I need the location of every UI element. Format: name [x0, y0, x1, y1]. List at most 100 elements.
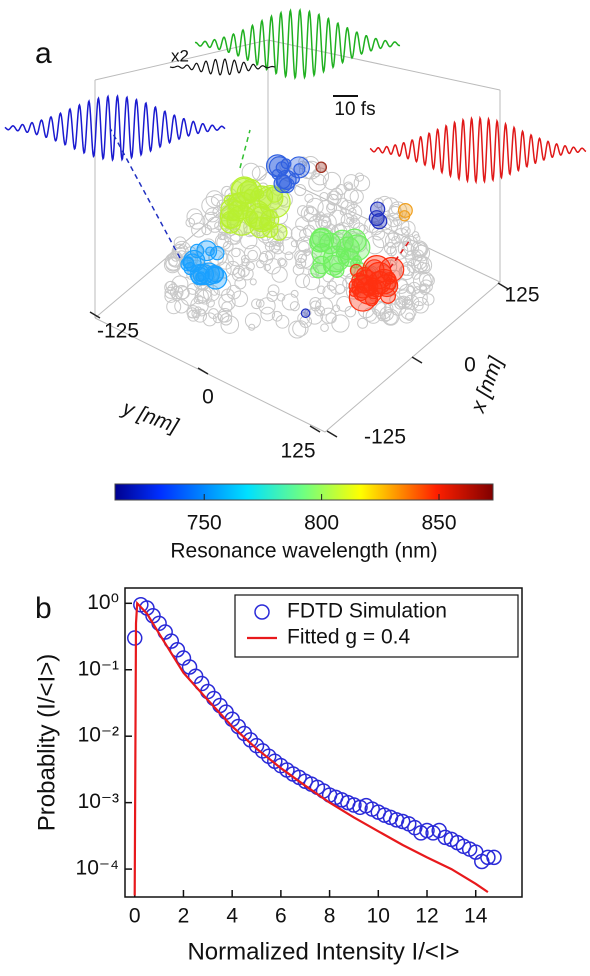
particle [251, 165, 267, 181]
y-tick-label: 10⁻¹ [78, 657, 119, 680]
x-tick-label: 12 [415, 905, 438, 928]
particle [325, 312, 337, 324]
particle [294, 184, 307, 197]
particle [284, 251, 294, 261]
y-tick-label: 0 [202, 386, 214, 409]
particle [290, 225, 307, 242]
particle [387, 206, 403, 222]
hot-spot [250, 185, 274, 209]
data-point [480, 849, 496, 866]
particle [240, 231, 258, 250]
particle [393, 227, 410, 244]
particle [326, 190, 342, 206]
particle [377, 312, 387, 322]
particle [186, 208, 203, 225]
hot-spot [204, 266, 228, 290]
legend-label: FDTD Simulation [287, 600, 447, 623]
particle [295, 273, 311, 289]
particle [320, 219, 329, 227]
x-tick-label: 4 [226, 905, 238, 928]
particle [258, 252, 269, 263]
particle [176, 286, 190, 300]
particle [271, 310, 283, 322]
particle [194, 284, 212, 302]
legend-marker [254, 604, 270, 620]
particle [339, 208, 347, 216]
particle [306, 307, 324, 325]
particle [401, 298, 413, 310]
particle [294, 249, 308, 264]
data-point [242, 732, 259, 748]
colorbar-tick-label: 750 [187, 512, 222, 535]
hot-spot [315, 161, 328, 174]
data-point [193, 675, 210, 692]
x-axis-title: Normalized Intensity I/<I> [187, 938, 459, 965]
particle [201, 224, 213, 236]
particle [227, 247, 246, 267]
colorbar-label: Resonance wavelength (nm) [170, 540, 437, 563]
particle [202, 312, 217, 327]
particle [405, 312, 414, 321]
x-tick-label: 6 [275, 905, 287, 928]
particle [312, 213, 322, 223]
particle [382, 308, 400, 326]
particle [249, 278, 257, 286]
hot-spot [339, 248, 359, 267]
particle [386, 245, 397, 257]
scale-note: x2 [171, 46, 189, 65]
hot-spot [368, 210, 385, 227]
panel-a: a -125 0 125 y [nm] 125 0 -125 x [nm] x2… [4, 8, 587, 563]
particle [331, 314, 350, 333]
plot-frame [124, 587, 523, 898]
particle [349, 217, 361, 229]
x-tick-label: -125 [364, 426, 406, 449]
hot-spot [353, 285, 369, 302]
particle [222, 240, 234, 252]
particle [422, 293, 435, 306]
3d-box [94, 39, 501, 433]
x-tick-label: 10 [367, 905, 390, 928]
particle [403, 240, 420, 256]
x-tick-label: 14 [464, 905, 488, 928]
particle [411, 231, 420, 239]
hot-spot [300, 308, 311, 319]
hot-spot [398, 210, 411, 222]
particle [296, 205, 309, 217]
particle [247, 249, 258, 261]
particle [322, 216, 330, 224]
wave-packet [169, 58, 276, 76]
y-tick-label: 10⁰ [87, 591, 119, 614]
particle [335, 184, 347, 196]
particle [413, 244, 431, 262]
particle [174, 298, 189, 314]
wave-packet [194, 8, 401, 80]
particle [343, 181, 354, 192]
particle [275, 314, 290, 329]
particle [193, 294, 204, 305]
x-tick-label: 0 [129, 905, 141, 928]
particle [255, 299, 265, 308]
particle [412, 241, 427, 256]
particle [371, 301, 387, 316]
hot-spot [227, 200, 249, 222]
particle [353, 174, 371, 192]
hot-spot [258, 217, 273, 231]
particle [164, 289, 178, 303]
panel-label: a [35, 37, 52, 70]
particle [394, 297, 407, 310]
particle [208, 247, 228, 266]
particle [302, 160, 321, 180]
colorbar [114, 483, 494, 501]
arrow [389, 239, 411, 269]
particle [349, 189, 364, 204]
particle [219, 313, 233, 326]
particle [308, 173, 327, 192]
hot-spot [310, 262, 327, 279]
particle [320, 307, 337, 324]
particle [305, 206, 314, 215]
particle [327, 202, 336, 211]
hot-spot [219, 212, 241, 234]
time-bar-label: 10 fs [334, 99, 375, 120]
